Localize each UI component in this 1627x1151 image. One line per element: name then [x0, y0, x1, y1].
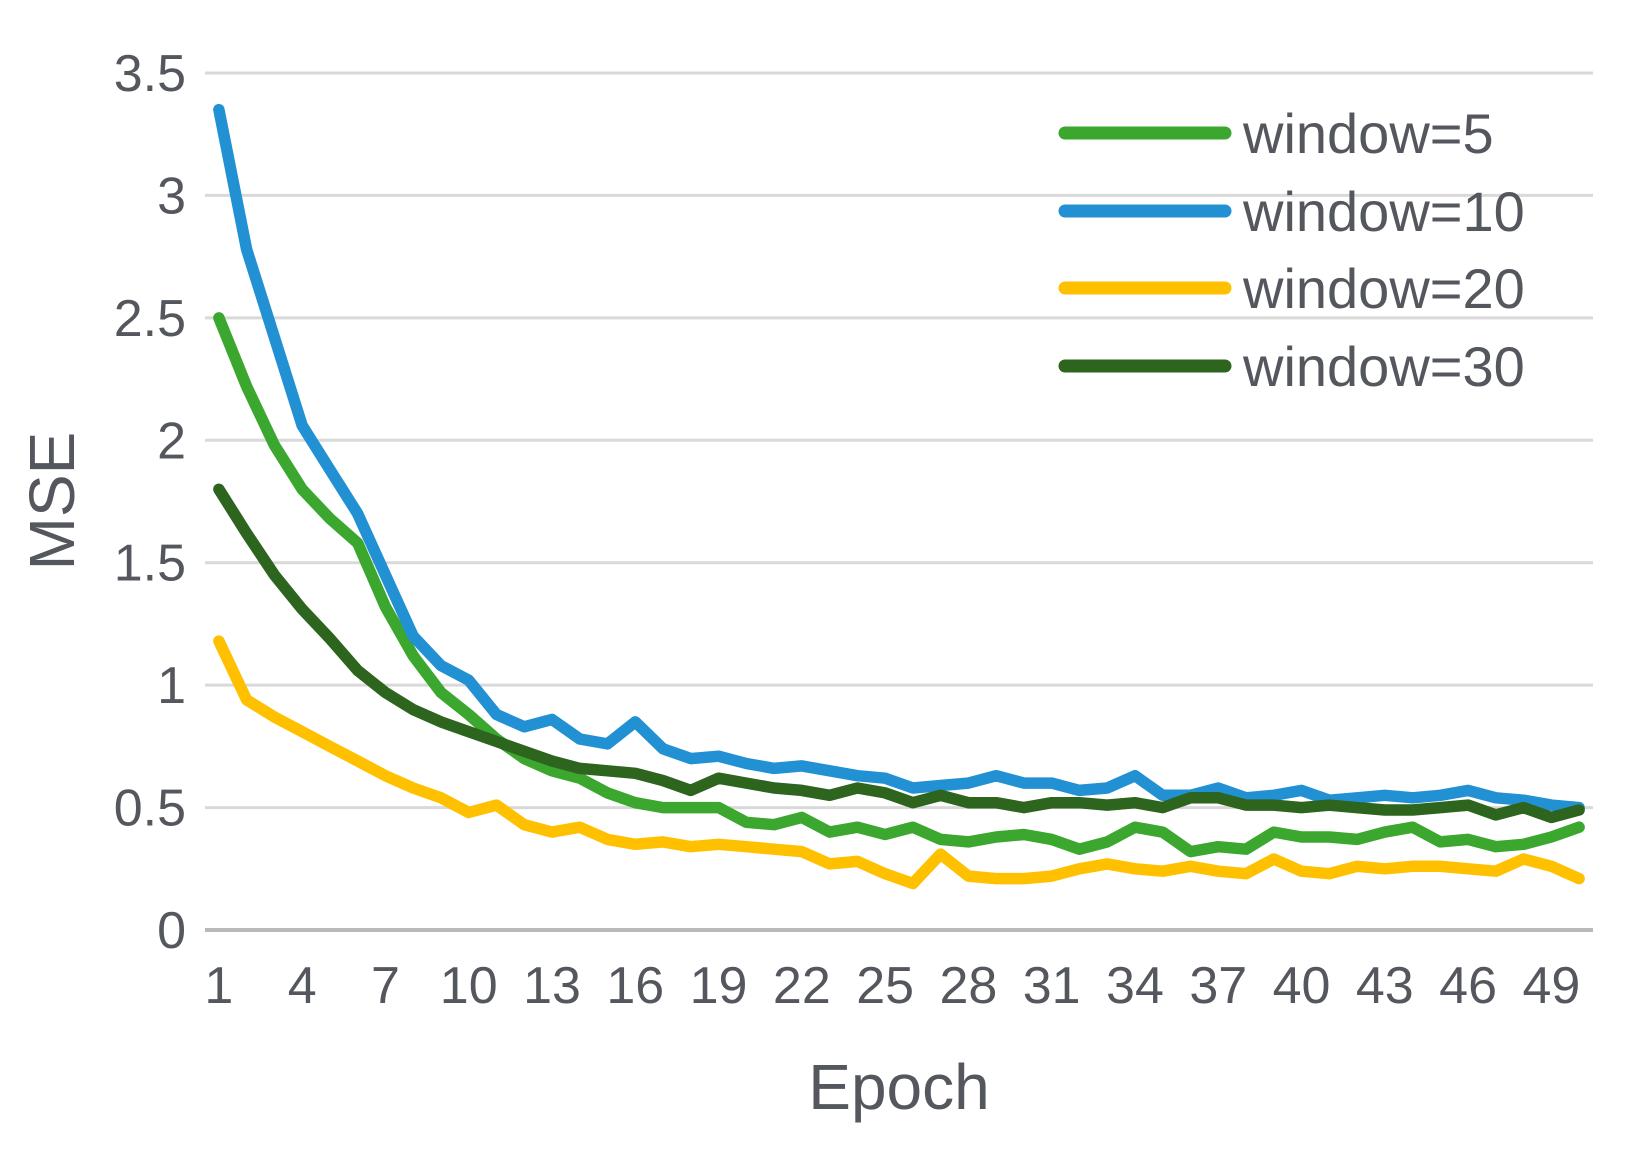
- x-tick-label: 46: [1439, 957, 1497, 1015]
- series-line-window=30: [213, 483, 1585, 824]
- x-tick-label: 40: [1273, 957, 1331, 1015]
- x-tick-label: 43: [1356, 957, 1414, 1015]
- x-axis-title: Epoch: [808, 1051, 990, 1123]
- x-tick-label: 28: [939, 957, 997, 1015]
- series-line-window=5: [213, 312, 1585, 858]
- legend-item-label: window=10: [1242, 180, 1525, 243]
- legend-item-label: window=20: [1242, 257, 1525, 320]
- series-line-window=10: [213, 103, 1585, 814]
- y-tick-label: 3.5: [114, 45, 186, 103]
- x-tick-label: 31: [1023, 957, 1081, 1015]
- x-tick-label: 10: [440, 957, 498, 1015]
- y-tick-label: 2.5: [114, 290, 186, 348]
- x-tick-label: 49: [1522, 957, 1580, 1015]
- x-tick-label: 37: [1189, 957, 1247, 1015]
- y-tick-label: 0.5: [114, 780, 186, 838]
- y-tick-label: 3: [157, 167, 186, 225]
- y-tick-label: 2: [157, 412, 186, 470]
- y-tick-label: 1: [157, 657, 186, 715]
- x-tick-label: 13: [523, 957, 581, 1015]
- x-tick-label: 22: [773, 957, 831, 1015]
- y-tick-label: 1.5: [114, 535, 186, 593]
- x-tick-label: 1: [204, 957, 233, 1015]
- x-tick-label: 16: [606, 957, 664, 1015]
- x-tick-label: 4: [288, 957, 317, 1015]
- x-tick-label: 19: [690, 957, 748, 1015]
- x-tick-label: 25: [856, 957, 914, 1015]
- series-line-window=20: [213, 635, 1585, 890]
- y-tick-label: 0: [157, 902, 186, 960]
- y-axis-title: MSE: [16, 431, 88, 571]
- legend-item-label: window=30: [1242, 335, 1525, 398]
- legend-item-label: window=5: [1242, 102, 1494, 165]
- x-tick-label: 34: [1106, 957, 1164, 1015]
- x-tick-label: 7: [371, 957, 400, 1015]
